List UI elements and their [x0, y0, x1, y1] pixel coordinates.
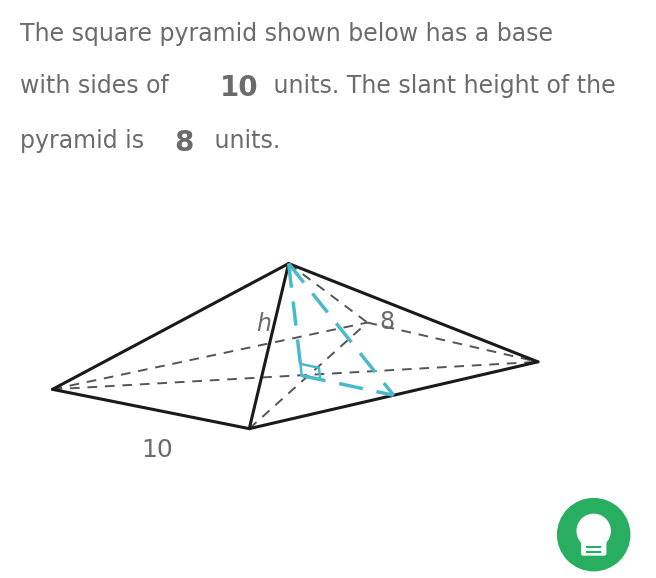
Text: The square pyramid shown below has a base: The square pyramid shown below has a bas… [20, 22, 552, 46]
Text: 8: 8 [379, 310, 395, 334]
Text: h: h [256, 312, 271, 335]
Text: 10: 10 [142, 439, 173, 462]
FancyBboxPatch shape [582, 539, 605, 555]
Text: 10: 10 [220, 74, 258, 102]
Text: units. The slant height of the: units. The slant height of the [266, 74, 615, 98]
Circle shape [577, 514, 610, 547]
Text: units.: units. [207, 129, 280, 154]
Text: with sides of: with sides of [20, 74, 176, 98]
Text: 8: 8 [174, 129, 194, 157]
Text: pyramid is: pyramid is [20, 129, 152, 154]
Circle shape [558, 499, 630, 570]
